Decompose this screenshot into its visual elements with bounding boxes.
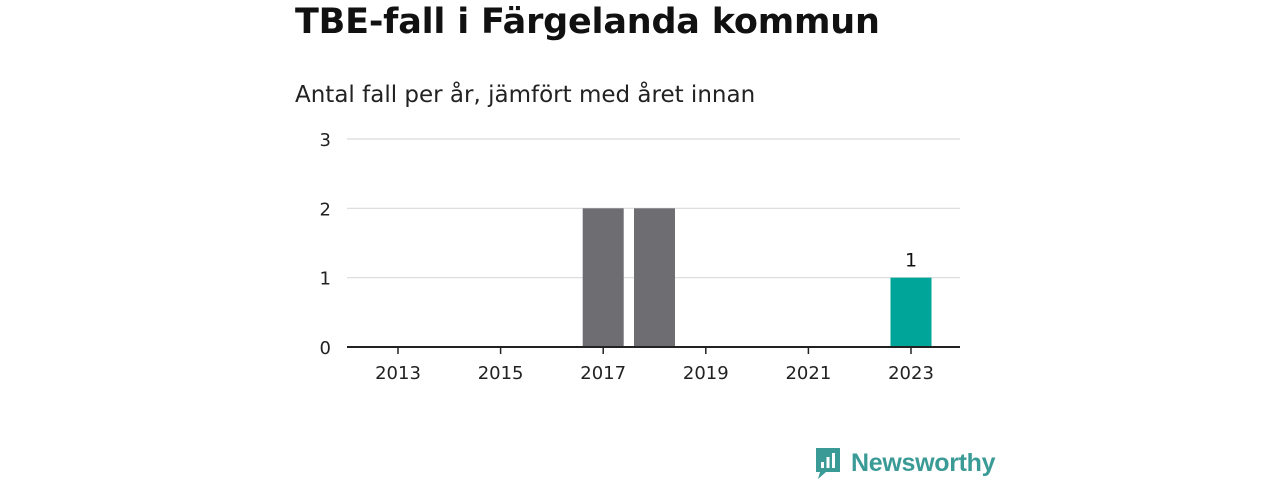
y-tick-label-3: 3 [320,130,331,151]
y-tick-label-0: 0 [320,338,331,359]
chart-title: TBE-fall i Färgelanda kommun [295,2,880,42]
bars [582,208,932,347]
data-labels: 1 [905,250,917,272]
bar-chart: 0 1 2 3 2013 2015 2017 2019 2021 2023 1 [320,130,960,384]
bar-2017 [582,208,624,347]
brand-name: Newsworthy [851,448,996,477]
newsworthy-logo: Newsworthy [814,446,996,480]
y-tick-label-2: 2 [320,199,331,220]
x-tick-label-2023: 2023 [888,363,934,384]
bar-chart-speech-bubble-icon [816,448,840,479]
x-tick-label-2019: 2019 [683,363,729,384]
bar-2018 [634,208,675,347]
x-tick-label-2021: 2021 [785,363,831,384]
x-axis-labels: 2013 2015 2017 2019 2021 2023 [375,363,934,384]
data-label-2023: 1 [905,250,917,272]
y-tick-label-1: 1 [320,269,331,290]
x-tick-label-2017: 2017 [580,363,626,384]
bar-2023 [890,277,932,347]
x-tick-label-2015: 2015 [478,363,524,384]
y-axis-labels: 0 1 2 3 [320,130,331,359]
chart-subtitle: Antal fall per år, jämfört med året inna… [295,82,756,108]
x-tick-label-2013: 2013 [375,363,421,384]
x-axis-ticks [397,347,912,354]
